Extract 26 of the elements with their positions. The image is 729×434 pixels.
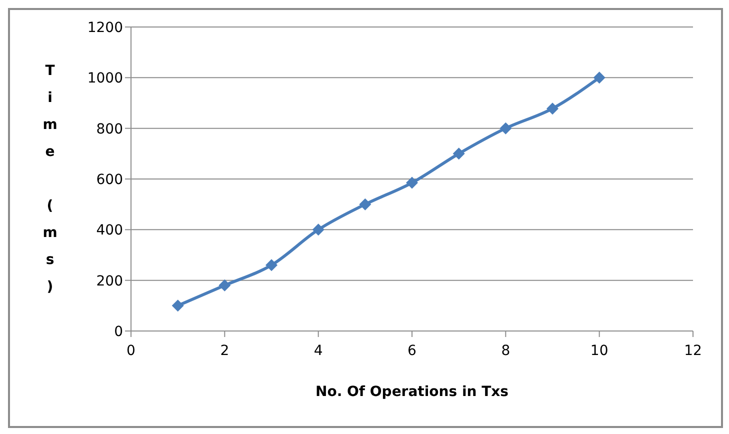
- point: [406, 176, 418, 189]
- point: [452, 148, 465, 160]
- point: [593, 72, 606, 84]
- y-tick-label: 1200: [87, 20, 123, 36]
- y-tick-label: 1000: [87, 70, 123, 87]
- y-tick-label: 800: [96, 121, 123, 138]
- x-tick-label: 12: [684, 342, 702, 359]
- x-tick-label: 0: [126, 342, 136, 359]
- y-tick-label: 200: [96, 273, 123, 290]
- x-tick-label: 4: [314, 342, 323, 359]
- x-tick-label: 10: [590, 342, 608, 359]
- point: [546, 102, 558, 115]
- point: [359, 198, 372, 210]
- y-tick-label: 400: [96, 222, 123, 239]
- x-tick-label: 8: [501, 342, 510, 359]
- point: [266, 259, 278, 272]
- x-tick-label: 2: [220, 342, 230, 359]
- x-tick-label: 6: [408, 342, 417, 359]
- y-tick-label: 0: [114, 324, 123, 340]
- x-axis-title: No. Of Operations in Txs: [316, 384, 508, 400]
- point: [500, 122, 512, 134]
- y-axis-title: Time (ms): [42, 63, 58, 306]
- point: [172, 300, 184, 312]
- point: [218, 279, 231, 292]
- y-tick-label: 600: [96, 172, 123, 188]
- point: [312, 224, 324, 236]
